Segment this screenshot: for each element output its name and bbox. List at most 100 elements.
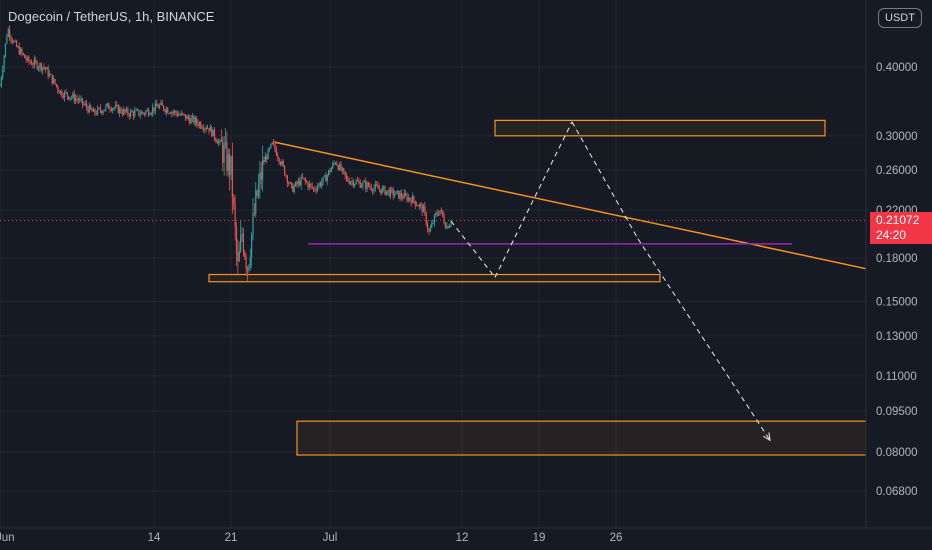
projection-segment[interactable] [450,220,496,278]
candle-body [6,36,8,44]
candle-body [428,229,430,232]
candle-body [350,181,352,184]
projection-segment[interactable] [571,121,639,240]
candle-body [21,49,23,54]
candle-body [429,227,431,232]
candle-body [270,144,272,148]
candle-body [336,163,338,166]
candle-body [421,204,423,213]
projection-path[interactable] [450,121,771,442]
candle-body [128,114,130,117]
annotation-lines[interactable] [274,141,881,273]
candle-body [29,61,31,63]
time-axis[interactable] [0,528,932,550]
candle-body [373,187,375,192]
candle-body [384,186,386,195]
candle-body [322,176,324,183]
lower-target-zone[interactable] [296,420,881,456]
candle-body [442,210,444,217]
price-tick-label: 0.18000 [876,253,918,265]
candlestick-series [0,25,452,282]
candle-body [174,110,176,113]
candle-body [348,181,350,184]
candle-body [263,159,265,162]
candle-body [61,91,63,97]
candle-body [113,107,115,109]
candle-body [171,111,173,114]
descending-trendline[interactable] [274,141,881,273]
candle-body [54,78,56,84]
candle-body [0,85,1,87]
candle-body [292,185,294,192]
currency-badge[interactable]: USDT [878,8,922,28]
candle-body [99,107,101,111]
annotation-zones[interactable] [208,119,881,456]
candle-body [275,149,277,156]
candle-body [4,43,7,56]
candle-body [75,98,77,102]
candle-body [362,182,364,186]
candle-body [374,184,376,188]
candle-body [329,170,331,173]
candle-body [106,103,108,106]
candle-body [48,74,51,77]
candle-body [398,190,400,199]
candle-body [191,116,194,119]
candle-body [308,183,310,188]
candle-body [282,161,284,166]
candle-body [414,201,416,206]
candle-body [396,190,398,192]
candle-body [65,91,67,93]
candle-body [73,93,75,102]
candle-body [361,185,363,188]
price-axis[interactable] [866,0,932,550]
candle-body [72,93,74,98]
candle-body [268,147,271,149]
candle-body [178,114,180,116]
candle-body [339,163,341,170]
price-tick-label: 0.08000 [876,447,918,459]
candle-body [33,59,35,66]
candle-body [300,176,302,186]
candle-body [403,193,405,199]
support-zone[interactable] [208,273,661,283]
candle-body [323,175,326,177]
upper-target-zone[interactable] [494,119,826,137]
candle-body [158,104,161,109]
candle-body [332,163,334,169]
candle-body [76,98,78,100]
candle-body [53,78,55,84]
candle-body [157,106,159,109]
candle-body [0,77,2,86]
price-tick-label: 0.09500 [876,406,918,418]
candle-body [124,109,126,112]
candle-body [222,141,224,163]
candle-body [285,174,287,176]
candle-body [399,193,401,199]
candle-body [193,116,195,124]
candle-body [240,235,242,252]
candle-body [167,108,169,114]
candle-body [363,181,365,183]
candle-body [92,109,95,112]
candle-body [226,142,228,172]
symbol-title[interactable]: Dogecoin / TetherUS, 1h, BINANCE [8,9,215,24]
candle-body [274,142,276,150]
candle-body [197,123,199,126]
projection-segment[interactable] [494,121,573,278]
candle-body [242,233,244,253]
candle-body [103,109,106,112]
candle-body [356,180,359,182]
candle-body [135,109,137,111]
candle-body [36,61,38,69]
candle-body [25,58,27,61]
candle-body [310,183,312,186]
projection-segment[interactable] [637,238,771,441]
candle-body [24,54,26,59]
candle-body [391,188,393,190]
candle-body [439,210,441,215]
candle-body [255,190,257,214]
candle-body [14,41,16,42]
candle-body [50,74,52,75]
